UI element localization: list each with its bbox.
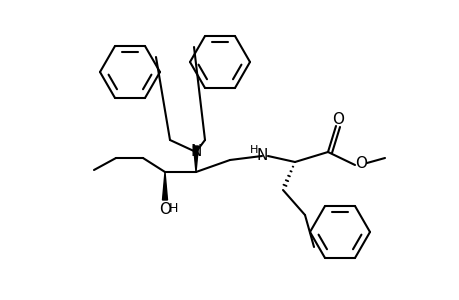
Text: N: N	[256, 148, 267, 164]
Text: N: N	[190, 145, 201, 160]
Text: O: O	[354, 157, 366, 172]
Polygon shape	[193, 146, 198, 172]
Text: O: O	[159, 202, 171, 217]
Text: O: O	[331, 112, 343, 127]
Polygon shape	[162, 172, 167, 200]
Text: H: H	[168, 202, 177, 215]
Text: H: H	[249, 145, 257, 155]
